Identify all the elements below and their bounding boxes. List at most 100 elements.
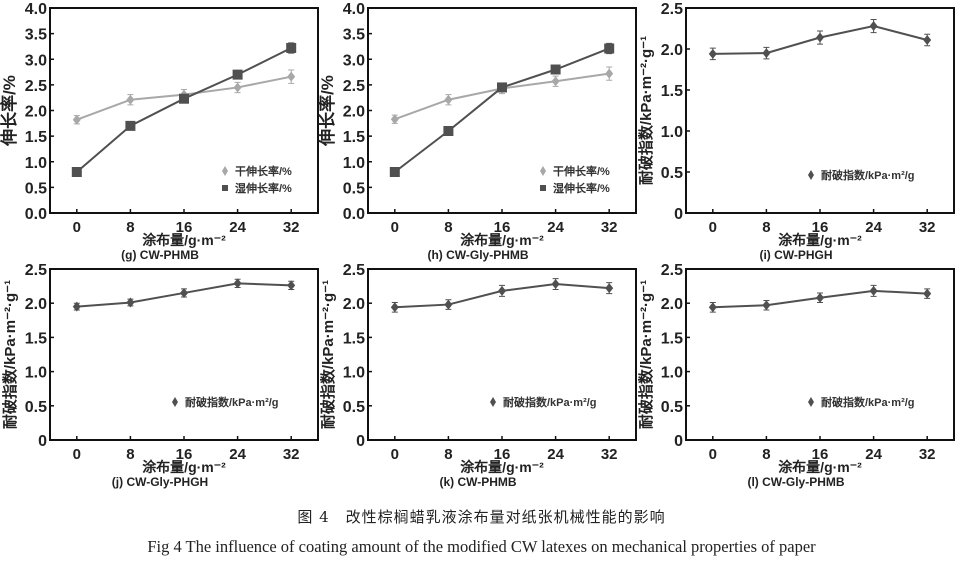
y-tick-label: 1.5 — [343, 129, 365, 146]
y-tick-label: 1.5 — [25, 330, 47, 347]
legend-label: 耐破指数/kPa·m²/g — [503, 395, 597, 409]
series-line — [76, 47, 292, 173]
y-tick-label: 1.5 — [25, 129, 47, 146]
data-point — [287, 71, 296, 82]
x-axis-label: 涂布量/g·m⁻² — [142, 232, 226, 248]
series-line — [394, 47, 610, 173]
x-tick-label: 24 — [547, 446, 564, 463]
caption-english: Fig 4 The influence of coating amount of… — [147, 537, 816, 556]
data-point — [551, 279, 560, 290]
y-tick-label: 1.0 — [661, 124, 683, 141]
data-point — [390, 302, 399, 313]
legend-marker — [222, 166, 228, 176]
y-tick-label: 2.0 — [661, 42, 683, 59]
x-tick-label: 8 — [126, 219, 134, 236]
y-tick-label: 2.5 — [343, 262, 365, 279]
legend-label: 耐破指数/kPa·m²/g — [821, 395, 915, 409]
y-tick-label: 2.0 — [25, 296, 47, 313]
y-tick-label: 4.0 — [25, 1, 47, 18]
data-point — [72, 114, 81, 125]
data-point — [551, 76, 560, 87]
y-tick-label: 0.0 — [25, 206, 47, 223]
y-tick-label: 4.0 — [343, 1, 365, 18]
series-line — [394, 72, 610, 121]
y-tick-label: 2.5 — [25, 78, 47, 95]
x-tick-label: 32 — [919, 219, 936, 236]
y-tick-label: 3.0 — [343, 52, 365, 69]
x-tick-label: 16 — [494, 219, 511, 236]
y-tick-label: 2.5 — [661, 262, 683, 279]
x-tick-label: 0 — [391, 219, 399, 236]
panel-label: (h) CW-Gly-PHMB — [427, 248, 528, 262]
data-point — [444, 299, 453, 310]
y-tick-label: 3.5 — [25, 27, 47, 44]
x-tick-label: 16 — [494, 446, 511, 463]
x-tick-label: 8 — [762, 446, 770, 463]
y-tick-label: 3.0 — [25, 52, 47, 69]
y-tick-label: 0.5 — [25, 180, 47, 197]
x-tick-label: 8 — [762, 219, 770, 236]
x-tick-label: 16 — [176, 446, 193, 463]
y-tick-label: 2.5 — [25, 262, 47, 279]
y-axis-label: 伸长率/% — [317, 75, 337, 147]
data-point — [550, 64, 561, 75]
data-point — [233, 278, 242, 289]
y-axis-label: 耐破指数/kPa·m⁻²·g⁻¹ — [637, 280, 655, 429]
panel-label: (i) CW-PHGH — [759, 248, 832, 262]
y-tick-label: 2.0 — [661, 296, 683, 313]
y-tick-label: 1.0 — [25, 365, 47, 382]
x-tick-label: 0 — [391, 446, 399, 463]
data-point — [869, 285, 878, 296]
data-point — [762, 48, 771, 59]
x-tick-label: 24 — [865, 446, 882, 463]
y-tick-label: 1.5 — [343, 330, 365, 347]
panel-1: 0.0 0.5 1.0 1.5 2.0 2.5 3.0 3.5 4.0 0 8 16 24 32 涂布量/g… — [317, 1, 637, 262]
x-axis-label: 涂布量/g·m⁻² — [460, 232, 544, 248]
y-tick-label: 0.0 — [343, 206, 365, 223]
legend-marker — [808, 397, 814, 407]
y-tick-label: 2.0 — [25, 104, 47, 121]
y-tick-label: 0.5 — [343, 180, 365, 197]
data-point — [498, 285, 506, 296]
y-tick-label: 2.0 — [343, 104, 365, 121]
legend-marker — [490, 397, 496, 407]
data-point — [869, 21, 878, 32]
y-tick-label: 0 — [674, 206, 683, 223]
x-axis-label: 涂布量/g·m⁻² — [142, 459, 226, 475]
x-tick-label: 16 — [812, 446, 829, 463]
data-point — [708, 302, 717, 313]
y-tick-label: 1.0 — [25, 155, 47, 172]
data-point — [497, 82, 507, 93]
legend-marker — [172, 397, 178, 407]
data-point — [816, 32, 824, 43]
data-point — [286, 42, 297, 53]
x-tick-label: 16 — [812, 219, 829, 236]
legend-marker — [540, 166, 546, 176]
data-point — [605, 283, 614, 294]
panel-4: 0 0.5 1.0 1.5 2.0 2.5 0 8 16 24 32 涂布量/g·m⁻²(k) CW-… — [319, 262, 637, 489]
x-tick-label: 0 — [709, 219, 717, 236]
x-tick-label: 24 — [547, 219, 564, 236]
data-point — [233, 82, 242, 93]
data-point — [232, 69, 243, 80]
y-tick-label: 0 — [356, 433, 365, 450]
data-point — [708, 48, 717, 59]
legend-label: 湿伸长率/% — [553, 181, 610, 195]
y-tick-label: 1.0 — [343, 365, 365, 382]
x-axis-label: 涂布量/g·m⁻² — [778, 232, 862, 248]
x-tick-label: 32 — [919, 446, 936, 463]
data-point — [923, 34, 932, 45]
y-axis-label: 伸长率/% — [0, 75, 19, 147]
panel-label: (l) CW-Gly-PHMB — [747, 475, 844, 489]
y-axis-label: 耐破指数/kPa·m⁻²·g⁻¹ — [319, 280, 337, 429]
data-point — [71, 167, 82, 177]
x-tick-label: 8 — [444, 219, 452, 236]
data-point — [443, 126, 454, 136]
y-tick-label: 2.5 — [661, 1, 683, 18]
data-point — [923, 288, 932, 299]
y-tick-label: 1.5 — [661, 330, 683, 347]
x-tick-label: 24 — [229, 446, 246, 463]
legend-label: 湿伸长率/% — [235, 181, 292, 195]
x-tick-label: 24 — [229, 219, 246, 236]
